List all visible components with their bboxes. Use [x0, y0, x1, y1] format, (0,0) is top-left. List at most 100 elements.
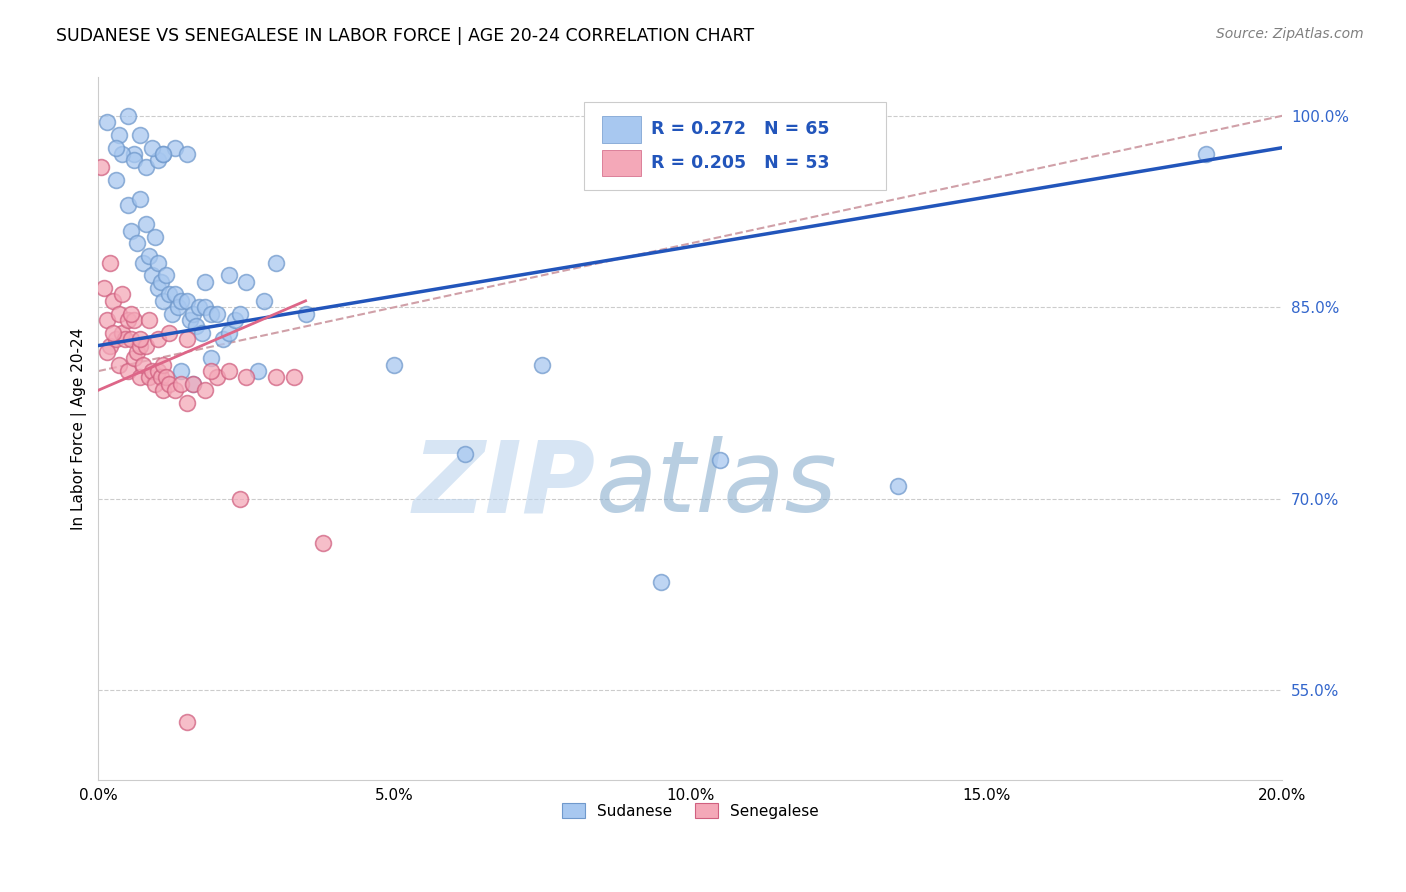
Point [128, 128, 150, 142]
Point [454, 447, 477, 461]
Point [122, 313, 145, 327]
Point [114, 332, 136, 346]
Point [162, 307, 184, 321]
Point [146, 255, 169, 269]
Point [152, 383, 174, 397]
Point [218, 326, 240, 340]
Point [138, 370, 160, 384]
Point [235, 275, 257, 289]
Point [117, 198, 139, 212]
Point [181, 376, 204, 391]
Point [143, 376, 166, 391]
Point [205, 370, 228, 384]
Point [101, 293, 124, 308]
Point [229, 491, 252, 506]
Point [176, 332, 198, 346]
Point [125, 236, 148, 251]
Point [120, 224, 142, 238]
Point [247, 364, 270, 378]
Point [181, 307, 204, 321]
Legend: Sudanese, Senegalese: Sudanese, Senegalese [555, 797, 825, 824]
Point [1194, 147, 1216, 161]
Point [135, 217, 157, 231]
Point [96, 313, 118, 327]
Point [146, 364, 169, 378]
Point [264, 370, 287, 384]
FancyBboxPatch shape [602, 150, 641, 177]
Point [224, 313, 246, 327]
Point [152, 358, 174, 372]
Point [194, 300, 217, 314]
Point [141, 141, 163, 155]
Point [188, 300, 211, 314]
Text: SUDANESE VS SENEGALESE IN LABOR FORCE | AGE 20-24 CORRELATION CHART: SUDANESE VS SENEGALESE IN LABOR FORCE | … [56, 27, 755, 45]
Y-axis label: In Labor Force | Age 20-24: In Labor Force | Age 20-24 [72, 327, 87, 530]
Point [155, 370, 177, 384]
Point [122, 153, 145, 168]
Point [179, 313, 201, 327]
Point [146, 281, 169, 295]
Point [125, 345, 148, 359]
Point [235, 370, 257, 384]
Point [141, 364, 163, 378]
Text: R = 0.205   N = 53: R = 0.205 N = 53 [651, 154, 830, 172]
Point [143, 230, 166, 244]
Point [132, 255, 155, 269]
Point [200, 351, 222, 366]
Point [111, 287, 134, 301]
Point [146, 153, 169, 168]
Point [93, 281, 115, 295]
Point [181, 376, 204, 391]
Point [98, 255, 121, 269]
Point [128, 338, 150, 352]
Point [176, 396, 198, 410]
Point [294, 307, 316, 321]
Point [165, 287, 187, 301]
Point [709, 453, 731, 467]
Point [111, 147, 134, 161]
Point [176, 715, 198, 730]
Text: atlas: atlas [596, 436, 838, 533]
Point [170, 376, 193, 391]
Point [105, 141, 128, 155]
Point [135, 160, 157, 174]
Point [157, 376, 180, 391]
Point [90, 160, 112, 174]
Point [384, 358, 406, 372]
Point [218, 268, 240, 283]
Point [194, 383, 217, 397]
Point [117, 109, 139, 123]
Point [218, 364, 240, 378]
Text: Source: ZipAtlas.com: Source: ZipAtlas.com [1216, 27, 1364, 41]
Point [312, 536, 335, 550]
Point [886, 479, 908, 493]
Point [96, 345, 118, 359]
Point [105, 172, 128, 186]
Point [120, 307, 142, 321]
Point [165, 141, 187, 155]
Point [167, 300, 190, 314]
Point [176, 293, 198, 308]
Point [229, 307, 252, 321]
Text: R = 0.272   N = 65: R = 0.272 N = 65 [651, 120, 830, 138]
Point [132, 358, 155, 372]
Point [98, 338, 121, 352]
Point [531, 358, 554, 372]
Point [283, 370, 305, 384]
Point [200, 364, 222, 378]
Point [170, 293, 193, 308]
Point [117, 313, 139, 327]
Point [165, 383, 187, 397]
Point [138, 313, 160, 327]
Point [138, 249, 160, 263]
Point [194, 275, 217, 289]
Point [128, 332, 150, 346]
Point [152, 147, 174, 161]
Point [128, 192, 150, 206]
FancyBboxPatch shape [602, 116, 641, 143]
Point [120, 332, 142, 346]
Point [146, 332, 169, 346]
Point [253, 293, 276, 308]
Point [149, 370, 172, 384]
Point [264, 255, 287, 269]
